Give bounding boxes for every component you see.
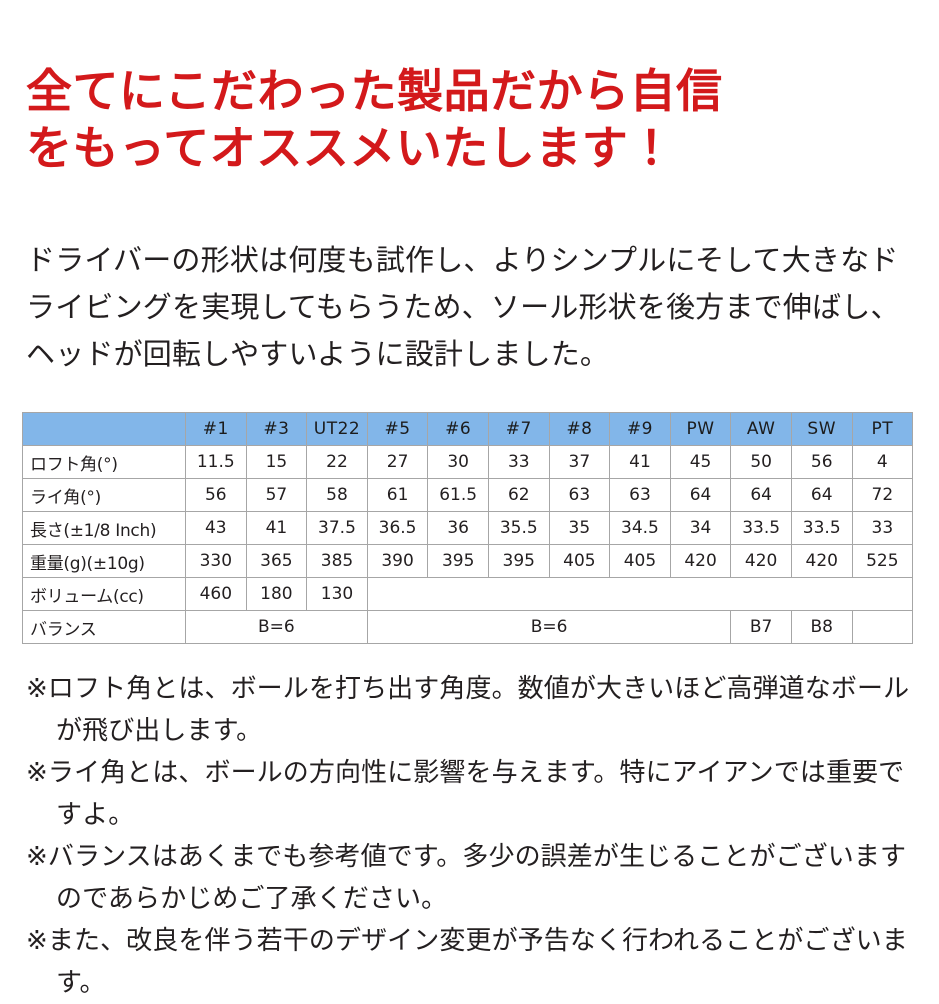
cell-length-pt: 33 bbox=[851, 511, 914, 545]
cell-lie-8: 63 bbox=[548, 478, 611, 512]
cell-length-8: 35 bbox=[548, 511, 611, 545]
column-header-aw: AW bbox=[730, 412, 792, 446]
column-header-9: #9 bbox=[609, 412, 671, 446]
cell-weight-pw: 420 bbox=[669, 544, 732, 578]
cell-volume-1: 460 bbox=[185, 577, 247, 611]
cell-weight-sw: 420 bbox=[790, 544, 853, 578]
cell-loft-pw: 45 bbox=[669, 445, 732, 479]
column-header-8: #8 bbox=[548, 412, 611, 446]
column-header-5: #5 bbox=[366, 412, 429, 446]
column-header-6: #6 bbox=[427, 412, 489, 446]
cell-weight-7: 395 bbox=[487, 544, 550, 578]
column-header-7: #7 bbox=[487, 412, 550, 446]
cell-weight-6: 395 bbox=[427, 544, 489, 578]
cell-weight-ut22: 385 bbox=[306, 544, 368, 578]
cell-weight-5: 390 bbox=[366, 544, 429, 578]
cell-lie-6: 61.5 bbox=[427, 478, 489, 512]
cell-length-7: 35.5 bbox=[487, 511, 550, 545]
cell-volume-3: 180 bbox=[245, 577, 308, 611]
cell-lie-3: 57 bbox=[245, 478, 308, 512]
cell-lie-aw: 64 bbox=[730, 478, 792, 512]
footnote-lie: ※ライ角とは、ボールの方向性に影響を与えます。特にアイアンでは重要ですよ。 bbox=[26, 758, 905, 830]
row-label-lie: ライ角(°) bbox=[22, 478, 186, 512]
cell-weight-9: 405 bbox=[609, 544, 671, 578]
cell-length-pw: 34 bbox=[669, 511, 732, 545]
cell-loft-7: 33 bbox=[487, 445, 550, 479]
cell-lie-ut22: 58 bbox=[306, 478, 368, 512]
cell-weight-8: 405 bbox=[548, 544, 611, 578]
table-row: ロフト角(°) 11.5 15 22 27 30 33 37 41 45 50 … bbox=[22, 445, 914, 479]
cell-length-aw: 33.5 bbox=[730, 511, 792, 545]
cell-volume-ut22: 130 bbox=[306, 577, 368, 611]
cell-lie-7: 62 bbox=[487, 478, 550, 512]
table-row: 重量(g)(±10g) 330 365 385 390 395 395 405 … bbox=[22, 544, 914, 578]
row-label-loft: ロフト角(°) bbox=[22, 445, 186, 479]
cell-loft-8: 37 bbox=[548, 445, 611, 479]
column-header-1: #1 bbox=[185, 412, 247, 446]
cell-length-5: 36.5 bbox=[366, 511, 429, 545]
cell-loft-5: 27 bbox=[366, 445, 429, 479]
cell-length-1: 43 bbox=[185, 511, 247, 545]
cell-length-6: 36 bbox=[427, 511, 489, 545]
cell-length-3: 41 bbox=[245, 511, 308, 545]
row-label-weight: 重量(g)(±10g) bbox=[22, 544, 186, 578]
cell-balance-sw: B8 bbox=[790, 610, 853, 644]
club-spec-table: #1 #3 UT22 #5 #6 #7 #8 #9 PW AW SW PT ロ bbox=[22, 412, 914, 644]
cell-lie-1: 56 bbox=[185, 478, 247, 512]
cell-loft-pt: 4 bbox=[851, 445, 914, 479]
spec-table-container: #1 #3 UT22 #5 #6 #7 #8 #9 PW AW SW PT ロ bbox=[22, 412, 914, 644]
cell-loft-sw: 56 bbox=[790, 445, 853, 479]
table-corner-cell bbox=[22, 412, 186, 446]
table-row: ライ角(°) 56 57 58 61 61.5 62 63 63 64 64 6… bbox=[22, 478, 914, 512]
footnote-balance: ※バランスはあくまでも参考値です。多少の誤差が生じることがございますのであらかじ… bbox=[26, 842, 907, 914]
product-spec-page: 全てにこだわった製品だから自信 をもってオススメいたします！ ドライバーの形状は… bbox=[22, 64, 914, 998]
column-header-pt: PT bbox=[851, 412, 914, 446]
table-row: 長さ(±1/8 Inch) 43 41 37.5 36.5 36 35.5 35… bbox=[22, 511, 914, 545]
table-row: バランス B=6 B=6 B7 B8 bbox=[22, 610, 914, 644]
page-headline: 全てにこだわった製品だから自信 をもってオススメいたします！ bbox=[26, 64, 723, 175]
table-row: ボリューム(cc) 460 180 130 bbox=[22, 577, 914, 611]
cell-length-sw: 33.5 bbox=[790, 511, 853, 545]
cell-loft-3: 15 bbox=[245, 445, 308, 479]
cell-volume-empty-span bbox=[366, 577, 914, 611]
cell-balance-aw: B7 bbox=[730, 610, 792, 644]
footnote-list: ※ロフト角とは、ボールを打ち出す角度。数値が大きいほど高弾道なボールが飛び出しま… bbox=[26, 668, 926, 1004]
cell-lie-pt: 72 bbox=[851, 478, 914, 512]
row-label-length: 長さ(±1/8 Inch) bbox=[22, 511, 186, 545]
cell-loft-6: 30 bbox=[427, 445, 489, 479]
cell-weight-aw: 420 bbox=[730, 544, 792, 578]
cell-lie-9: 63 bbox=[609, 478, 671, 512]
column-header-3: #3 bbox=[245, 412, 308, 446]
cell-weight-3: 365 bbox=[245, 544, 308, 578]
cell-balance-pt bbox=[851, 610, 914, 644]
cell-loft-aw: 50 bbox=[730, 445, 792, 479]
cell-weight-1: 330 bbox=[185, 544, 247, 578]
intro-paragraph: ドライバーの形状は何度も試作し、よりシンプルにそして大きなドライビングを実現して… bbox=[26, 243, 900, 371]
cell-lie-5: 61 bbox=[366, 478, 429, 512]
cell-loft-ut22: 22 bbox=[306, 445, 368, 479]
cell-lie-sw: 64 bbox=[790, 478, 853, 512]
row-label-balance: バランス bbox=[22, 610, 186, 644]
cell-balance-woods: B=6 bbox=[185, 610, 368, 644]
cell-loft-9: 41 bbox=[609, 445, 671, 479]
footnote-design: ※また、改良を伴う若干のデザイン変更が予告なく行われることがございます。 bbox=[26, 926, 908, 998]
column-header-ut22: UT22 bbox=[306, 412, 368, 446]
cell-length-ut22: 37.5 bbox=[306, 511, 368, 545]
row-label-volume: ボリューム(cc) bbox=[22, 577, 186, 611]
column-header-pw: PW bbox=[669, 412, 732, 446]
cell-balance-irons: B=6 bbox=[366, 610, 732, 644]
footnote-loft: ※ロフト角とは、ボールを打ち出す角度。数値が大きいほど高弾道なボールが飛び出しま… bbox=[26, 674, 910, 746]
cell-loft-1: 11.5 bbox=[185, 445, 247, 479]
cell-lie-pw: 64 bbox=[669, 478, 732, 512]
cell-length-9: 34.5 bbox=[609, 511, 671, 545]
cell-weight-pt: 525 bbox=[851, 544, 914, 578]
table-header-row: #1 #3 UT22 #5 #6 #7 #8 #9 PW AW SW PT bbox=[22, 412, 914, 446]
column-header-sw: SW bbox=[790, 412, 853, 446]
